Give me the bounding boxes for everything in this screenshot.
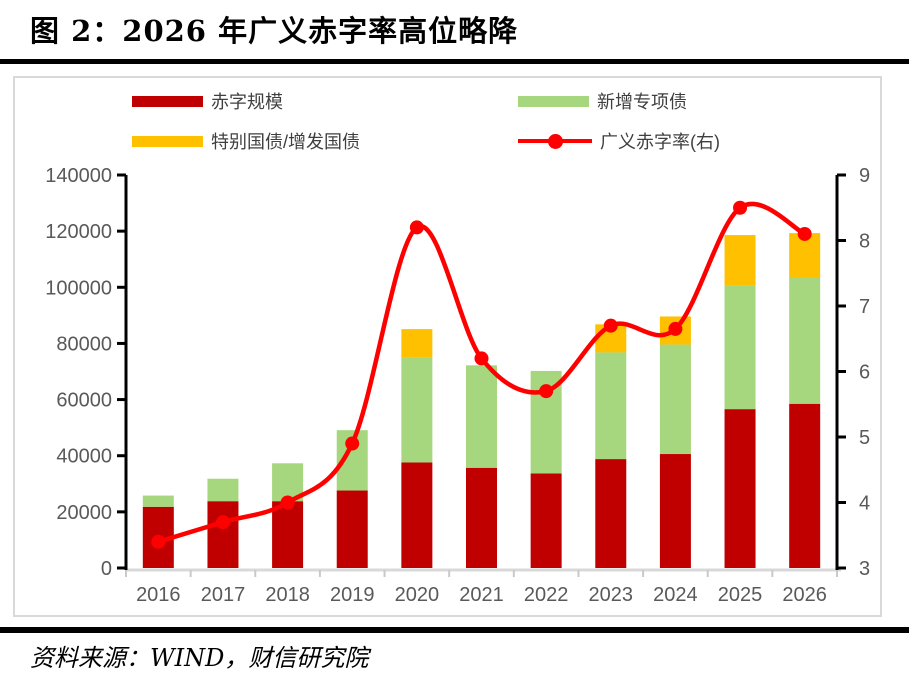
source-note: 资料来源：WIND，财信研究院 [30, 644, 369, 672]
legend-label-treasury: 特别国债/增发国债 [211, 132, 361, 152]
deficit-combo-chart: 0 20000 40000 60000 80000 100000 120000 140000 3… [45, 165, 870, 606]
svg-text:80000: 80000 [56, 333, 112, 355]
title-divider [0, 59, 909, 64]
deficit-swatch [132, 95, 203, 107]
legend-item-deficit-rate: 广义赤字率(右) [518, 130, 720, 152]
svg-text:2022: 2022 [524, 584, 569, 606]
source-divider [0, 627, 909, 633]
svg-text:100000: 100000 [45, 277, 112, 299]
svg-text:0: 0 [101, 558, 112, 580]
legend-label-deficit: 赤字规模 [211, 92, 283, 112]
legend-label-special-bonds: 新增专项债 [597, 92, 687, 112]
svg-text:4: 4 [859, 493, 870, 515]
svg-text:2019: 2019 [330, 584, 375, 606]
special-bonds-swatch [518, 95, 589, 107]
chart-container: 0 20000 40000 60000 80000 100000 120000 140000 3… [13, 76, 882, 617]
svg-text:140000: 140000 [45, 165, 112, 187]
treasury-swatch [132, 135, 203, 147]
figure-title: 图 2：2026 年广义赤字率高位略降 [30, 14, 519, 48]
svg-text:20000: 20000 [56, 502, 112, 524]
svg-text:60000: 60000 [56, 390, 112, 412]
svg-text:2023: 2023 [589, 584, 634, 606]
svg-text:8: 8 [859, 231, 870, 253]
svg-text:40000: 40000 [56, 446, 112, 468]
legend-item-special-bonds: 新增专项债 [518, 90, 687, 112]
svg-text:2016: 2016 [136, 584, 181, 606]
svg-text:5: 5 [859, 427, 870, 449]
svg-text:6: 6 [859, 362, 870, 384]
svg-text:2017: 2017 [201, 584, 246, 606]
svg-text:3: 3 [859, 558, 870, 580]
svg-text:2020: 2020 [395, 584, 440, 606]
svg-text:2025: 2025 [718, 584, 763, 606]
legend-line-marker-icon [547, 133, 563, 149]
deficit-rate-line-swatch [518, 133, 592, 149]
svg-text:2018: 2018 [265, 584, 310, 606]
svg-text:2024: 2024 [653, 584, 698, 606]
svg-text:120000: 120000 [45, 221, 112, 243]
svg-text:2021: 2021 [459, 584, 504, 606]
legend-label-deficit-rate: 广义赤字率(右) [600, 132, 720, 152]
legend-item-deficit: 赤字规模 [132, 90, 283, 112]
svg-text:7: 7 [859, 296, 870, 318]
svg-text:2026: 2026 [782, 584, 827, 606]
svg-text:9: 9 [859, 165, 870, 187]
legend-item-treasury: 特别国债/增发国债 [132, 130, 360, 152]
